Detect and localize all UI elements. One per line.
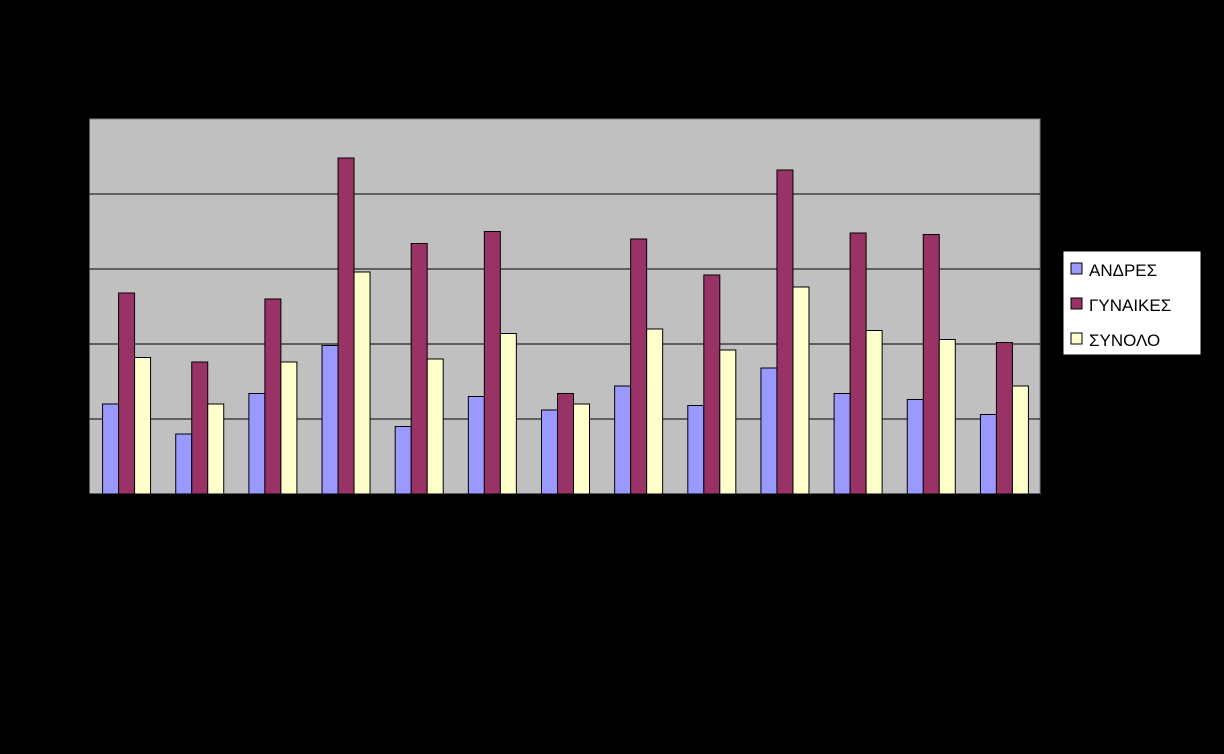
bar	[995, 342, 1013, 495]
bar	[938, 339, 956, 495]
bar	[483, 231, 501, 495]
bar	[102, 403, 120, 495]
bar	[614, 385, 632, 495]
bar	[760, 367, 778, 495]
bar	[134, 357, 152, 495]
bar	[541, 409, 558, 495]
bar	[922, 234, 940, 495]
bar	[426, 358, 444, 495]
bar	[191, 361, 209, 495]
legend-label-synolo: ΣΥΝΟΛΟ	[1089, 331, 1160, 350]
bar	[792, 286, 810, 495]
bar	[410, 243, 428, 495]
y-tick-label: 0	[71, 486, 79, 502]
legend: ΑΝΔΡΕΣ ΓΥΝΑΙΚΕΣ ΣΥΝΟΛΟ	[1062, 250, 1202, 356]
bar	[687, 405, 705, 495]
y-tick-label: 25	[63, 111, 79, 127]
bar	[630, 238, 648, 495]
legend-label-gynaikes: ΓΥΝΑΙΚΕΣ	[1089, 296, 1171, 315]
y-tick-label: 20	[63, 186, 79, 202]
y-tick-label: 15	[63, 261, 79, 277]
bar	[1011, 385, 1029, 495]
bars	[102, 157, 1029, 495]
y-tick-label: 10	[63, 336, 79, 352]
chart-title: ΠΟΣΟΣΤΑ ΜΑΚΡΟΧΡΟΝΙΑΣ ΑΝΕΡΓΙΑΣ ΚΑΤΑ ΠΕΡΙΦ…	[372, 36, 851, 53]
bar	[833, 393, 851, 495]
legend-swatch-synolo	[1070, 332, 1083, 345]
legend-swatch-gynaikes	[1070, 297, 1083, 310]
bar	[467, 396, 485, 495]
bar	[776, 169, 794, 495]
bar	[353, 271, 371, 495]
bar	[118, 292, 136, 495]
bar	[207, 403, 225, 495]
bar	[719, 349, 737, 495]
bar	[337, 157, 355, 495]
bar	[557, 393, 574, 495]
bar	[280, 361, 298, 495]
bar	[703, 274, 721, 495]
bar	[264, 298, 282, 495]
bar	[394, 426, 412, 495]
bar	[646, 328, 664, 495]
bar	[175, 433, 193, 495]
bar	[906, 399, 924, 495]
bar	[849, 232, 867, 495]
legend-swatch-andres	[1070, 262, 1083, 275]
bar	[248, 393, 266, 495]
bar	[499, 333, 517, 495]
bar	[321, 345, 339, 495]
legend-label-andres: ΑΝΔΡΕΣ	[1089, 261, 1157, 280]
bar	[979, 414, 997, 495]
legend-box	[1062, 250, 1202, 356]
bar	[573, 403, 590, 495]
y-tick-label: 5	[71, 411, 79, 427]
bar	[865, 330, 883, 495]
